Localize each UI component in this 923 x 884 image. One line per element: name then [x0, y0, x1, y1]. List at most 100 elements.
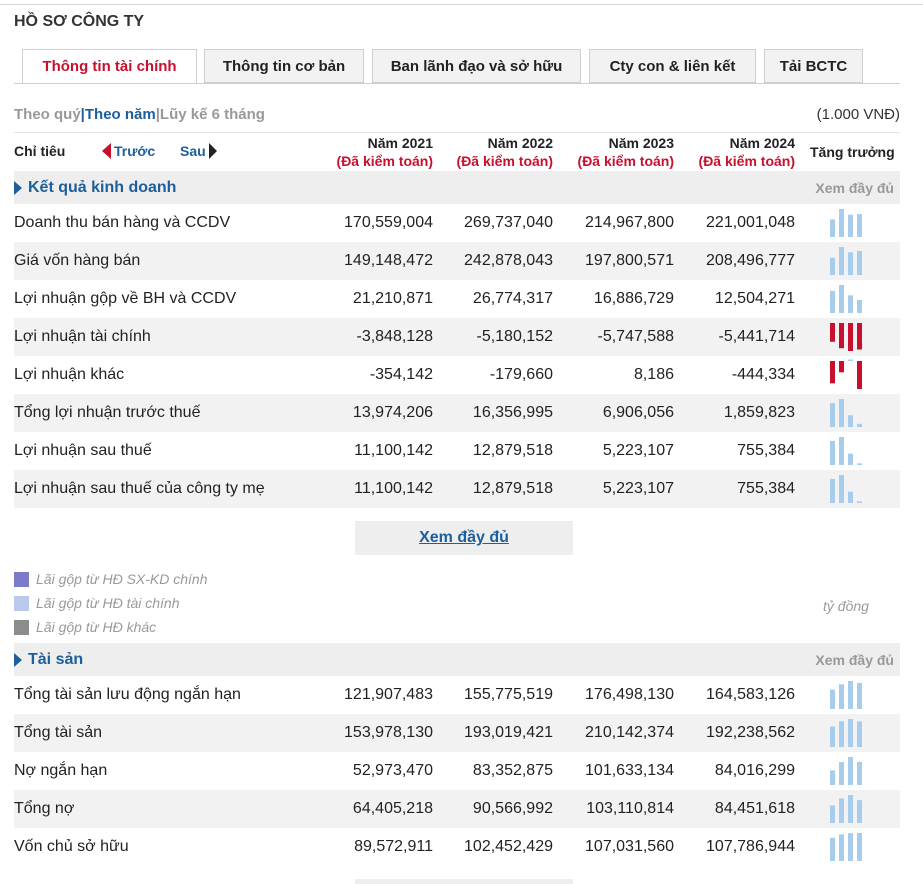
view-full-button[interactable]: Xem đầy đủ [355, 521, 573, 555]
table-row: Lợi nhuận sau thuế của công ty mẹ 11,100,… [14, 470, 900, 508]
spark-bar [839, 247, 844, 275]
spark-bar [848, 833, 853, 861]
table-row: Tổng nợ 64,405,218 90,566,992 103,110,814 84… [14, 790, 900, 828]
period-separator: | [80, 106, 85, 123]
row-value: -5,441,714 [718, 328, 795, 345]
table-row: Lợi nhuận tài chính -3,848,128 -5,180,152 -… [14, 318, 900, 356]
audit-label: (Đã kiểm toán) [577, 153, 674, 169]
table-row: Lợi nhuận sau thuế 11,100,142 12,879,518 5,… [14, 432, 900, 470]
tab-4[interactable]: Tải BCTC [764, 49, 863, 83]
row-value: 83,352,875 [472, 762, 553, 779]
row-value: 170,559,004 [344, 214, 433, 231]
row-value: 208,496,777 [706, 252, 795, 269]
growth-sparkbar [830, 285, 862, 313]
growth-sparkbar [830, 437, 862, 465]
row-value: 176,498,130 [585, 686, 674, 703]
row-label: Lợi nhuận tài chính [14, 328, 151, 345]
row-value: 221,001,048 [706, 214, 795, 231]
row-label: Doanh thu bán hàng và CCDV [14, 214, 231, 231]
spark-bar [857, 761, 862, 785]
period-quarter-link[interactable]: Theo quý [14, 106, 81, 123]
spark-bar [839, 361, 844, 373]
row-value: 12,504,271 [714, 290, 795, 307]
spark-bar [857, 250, 862, 275]
growth-sparkbar [830, 359, 862, 389]
spark-bar [839, 721, 844, 747]
growth-sparkbar [830, 209, 862, 237]
spark-bar [857, 800, 862, 823]
bottom-button-stub[interactable] [355, 879, 573, 884]
tab-1[interactable]: Thông tin cơ bản [204, 49, 364, 83]
spark-bar [830, 689, 835, 709]
spark-bar [839, 209, 844, 237]
spark-bar [830, 478, 835, 503]
row-value: 102,452,429 [464, 838, 553, 855]
row-value: 8,186 [633, 366, 674, 383]
spark-bar [848, 453, 853, 465]
row-value: 11,100,142 [354, 442, 433, 459]
prev-button[interactable]: Trước [102, 143, 155, 159]
row-label: Lợi nhuận gộp về BH và CCDV [14, 290, 237, 307]
prev-label: Trước [114, 143, 156, 159]
section-view-full-link[interactable]: Xem đầy đủ [815, 180, 894, 196]
growth-header: Tăng trưởng [810, 144, 895, 160]
table-row: Vốn chủ sở hữu 89,572,911 102,452,429 107,0… [14, 828, 900, 866]
growth-sparkbar [830, 795, 862, 823]
growth-sparkbar [830, 757, 862, 785]
spark-bar [839, 834, 844, 861]
table-row: Tổng tài sản 153,978,130 193,019,421 210,14… [14, 714, 900, 752]
row-label: Tổng lợi nhuận trước thuế [14, 404, 201, 421]
year-header-2: Năm 2023 (Đã kiểm toán) [554, 134, 674, 170]
row-label: Lợi nhuận sau thuế của công ty mẹ [14, 480, 265, 497]
spark-bar [830, 403, 835, 427]
growth-sparkbar [830, 475, 862, 503]
spark-bar [848, 681, 853, 709]
row-value: 6,906,056 [602, 404, 674, 421]
spark-bar [830, 440, 835, 465]
row-value: 193,019,421 [464, 724, 553, 741]
period-year-link[interactable]: Theo năm [84, 106, 156, 123]
legend-swatch [14, 596, 29, 611]
section-title[interactable]: Tài sản [28, 651, 84, 668]
spark-bar [848, 252, 853, 275]
tab-0[interactable]: Thông tin tài chính [22, 49, 197, 84]
row-value: 90,566,992 [472, 800, 553, 817]
row-value: 5,223,107 [602, 442, 674, 459]
tab-2[interactable]: Ban lãnh đạo và sở hữu [372, 49, 581, 83]
tab-3[interactable]: Cty con & liên kết [589, 49, 756, 83]
audit-label: (Đã kiểm toán) [336, 153, 433, 169]
row-value: 121,907,483 [344, 686, 433, 703]
legend-label: Lãi gộp từ HĐ khác [36, 619, 157, 635]
year-label: Năm 2022 [487, 135, 553, 151]
table-row: Tổng tài sản lưu động ngắn hạn 121,907,48… [14, 676, 900, 714]
next-label: Sau [180, 143, 206, 159]
indicator-header: Chỉ tiêu [14, 143, 66, 159]
spark-bar [830, 219, 835, 237]
growth-sparkbar [830, 247, 862, 275]
legend-swatch [14, 620, 29, 635]
spark-bar [839, 475, 844, 503]
section-view-full-link[interactable]: Xem đầy đủ [815, 652, 894, 668]
section-title[interactable]: Kết quả kinh doanh [28, 179, 177, 196]
period-cumulative-link[interactable]: Lũy kế 6 tháng [159, 106, 265, 123]
row-value: 755,384 [737, 442, 795, 459]
row-label: Tổng tài sản lưu động ngắn hạn [14, 686, 241, 703]
row-label: Vốn chủ sở hữu [14, 838, 129, 855]
header-top-line [14, 132, 900, 133]
row-value: 64,405,218 [352, 800, 433, 817]
unit-label: (1.000 VNĐ) [816, 106, 900, 123]
spark-bar [848, 491, 853, 503]
spark-bar [839, 798, 844, 823]
next-button[interactable]: Sau [180, 143, 217, 159]
spark-bar [857, 682, 862, 709]
row-value: 13,974,206 [352, 404, 433, 421]
row-value: 101,633,134 [585, 762, 674, 779]
legend-swatch [14, 572, 29, 587]
row-label: Giá vốn hàng bán [14, 252, 141, 269]
spark-bar [839, 323, 844, 349]
spark-bar [857, 299, 862, 313]
row-value: 89,572,911 [354, 838, 433, 855]
row-label: Tổng nợ [14, 800, 75, 817]
spark-bar [830, 323, 835, 342]
row-value: 26,774,317 [472, 290, 553, 307]
